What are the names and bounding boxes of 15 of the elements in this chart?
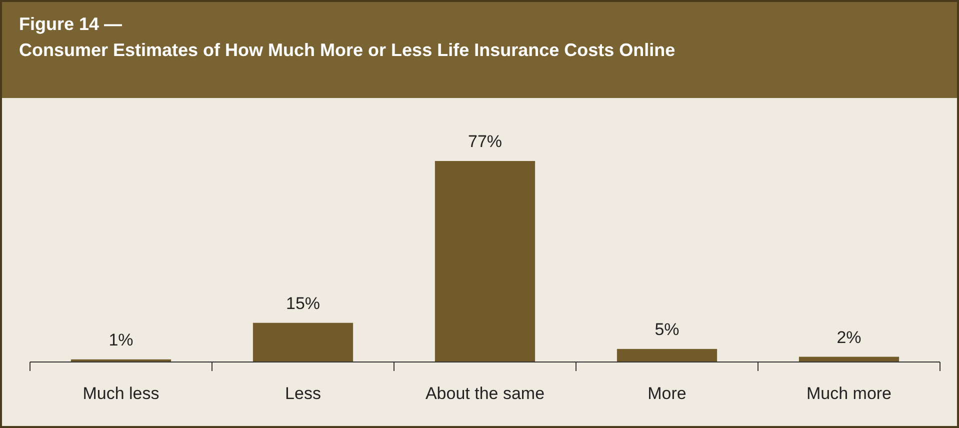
chart-title: Figure 14 —	[19, 14, 122, 34]
data-label: 5%	[654, 320, 680, 339]
data-label: 2%	[836, 328, 862, 347]
x-tick-label: About the same	[425, 384, 545, 403]
bar	[434, 161, 536, 362]
data-label: 15%	[286, 294, 320, 313]
data-label: 77%	[468, 132, 502, 151]
bar	[252, 322, 354, 362]
bar	[616, 348, 718, 362]
x-tick-label: Less	[285, 384, 321, 403]
x-tick-label: Much more	[806, 384, 892, 403]
x-tick-label: More	[648, 384, 686, 403]
x-tick-label: Much less	[82, 384, 160, 403]
chart-subtitle: Consumer Estimates of How Much More or Less Life Insurance Costs Online	[19, 40, 676, 60]
data-label: 1%	[108, 330, 134, 350]
